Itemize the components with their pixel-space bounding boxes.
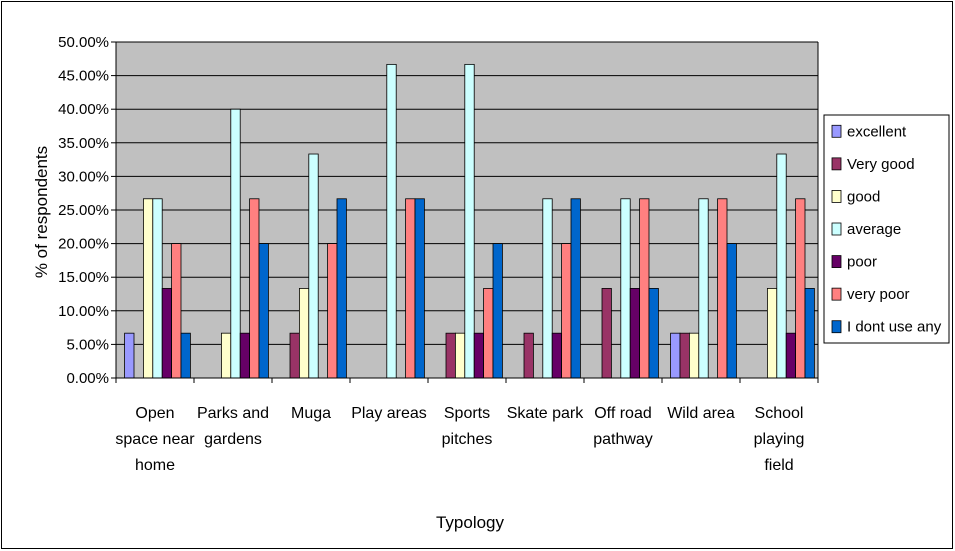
bar-i-dont-use-any [414,198,425,379]
x-tick-label: playing [754,431,805,448]
bar-average [698,198,709,379]
y-tick-label: 50.00% [58,34,109,51]
bar-poor [629,288,641,379]
bar-average [542,198,553,379]
y-tick-label: 5.00% [66,336,109,353]
legend-label: Very good [847,156,915,173]
bar-excellent [670,332,681,379]
y-tick-label: 15.00% [58,269,109,286]
x-tick-label: Muga [291,405,331,422]
bar-good [142,198,154,379]
bar-poor [551,332,563,379]
legend-swatch [831,287,842,301]
y-tick-label: 20.00% [58,236,109,253]
y-tick-label: 25.00% [58,202,109,219]
y-tick-label: 40.00% [58,101,109,118]
bar-good [220,332,232,379]
x-tick-label: Wild area [667,405,735,422]
x-tick-label: pathway [593,431,653,448]
bar-very-poor [561,243,572,379]
x-tick-label: Skate park [507,405,584,422]
legend-label: good [847,188,880,205]
bar-average [308,153,319,379]
bar-average [386,63,397,379]
legend-swatch [831,124,842,138]
legend-swatch [831,320,842,334]
x-tick-label: School [755,405,804,422]
bar-poor [239,332,250,379]
legend-label: poor [847,254,877,271]
x-tick-label: Parks and [197,405,269,422]
y-tick-label: 45.00% [58,68,109,85]
bar-very-good [601,288,612,379]
legend [823,114,950,344]
bar-i-dont-use-any [492,243,503,379]
legend-label: average [847,221,901,238]
x-tick-label: Sports [444,405,490,422]
bar-i-dont-use-any [726,243,737,379]
y-tick-label: 35.00% [58,135,109,152]
bar-very-poor [171,243,182,379]
legend-swatch [831,222,842,236]
x-tick-label: pitches [442,431,493,448]
bar-average [230,108,241,379]
bar-very-poor [327,243,338,379]
bar-very-poor [405,198,416,379]
legend-swatch [831,157,842,171]
bar-poor [785,332,797,379]
bar-poor [161,288,172,379]
x-tick-label: Play areas [351,405,427,422]
bar-average [464,63,475,379]
legend-swatch [831,190,842,203]
bar-i-dont-use-any [570,198,581,379]
bar-very-good [445,332,456,379]
bar-i-dont-use-any [804,288,815,379]
bar-average [152,198,163,379]
x-tick-label: Open [135,405,174,422]
bar-i-dont-use-any [336,198,347,379]
bar-very-poor [249,198,260,379]
bar-very-poor [483,288,494,379]
y-tick-label: 10.00% [58,303,109,320]
bar-good [298,288,310,379]
legend-label: I dont use any [847,319,942,336]
legend-swatch [831,255,842,268]
bar-good [767,288,778,379]
x-tick-label: field [764,457,793,474]
bar-very-poor [717,198,728,379]
y-tick-label: 0.00% [66,370,109,387]
legend-label: excellent [847,123,907,140]
bar-average [620,198,631,379]
x-axis-label: Typology [436,513,505,532]
bar-very-poor [795,198,806,379]
bar-i-dont-use-any [180,332,191,379]
bar-very-poor [639,198,650,379]
legend-label: very poor [847,286,910,303]
bar-very-good [679,332,690,379]
bar-good [689,332,700,379]
bar-very-good [523,332,534,379]
y-axis-label: % of respondents [32,146,51,278]
x-tick-label: Off road [594,405,652,422]
x-tick-label: space near [115,431,195,448]
y-tick-label: 30.00% [58,168,109,185]
bar-average [776,153,787,379]
x-tick-label: home [135,457,175,474]
bar-very-good [289,332,300,379]
bar-i-dont-use-any [648,288,659,379]
bar-poor [473,332,485,379]
bar-good [454,332,466,379]
bar-i-dont-use-any [258,243,269,379]
x-tick-label: gardens [204,431,262,448]
bar-excellent [124,332,135,379]
